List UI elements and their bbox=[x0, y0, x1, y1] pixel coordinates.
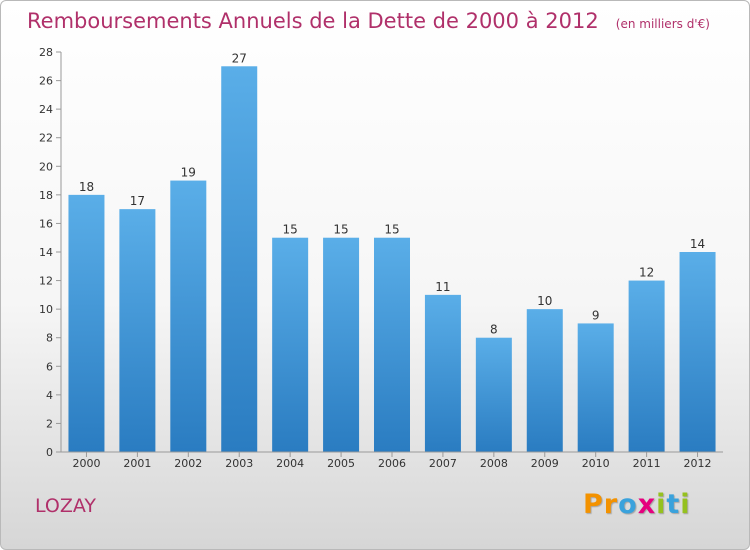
logo-letter: t bbox=[666, 489, 681, 520]
logo-letter: o bbox=[618, 489, 638, 520]
x-tick-label: 2006 bbox=[378, 457, 406, 470]
logo-letter: P bbox=[583, 489, 604, 520]
logo-letter: i bbox=[680, 489, 691, 520]
data-label-2004: 15 bbox=[283, 223, 298, 237]
bar-2009 bbox=[526, 309, 563, 452]
bar-2002 bbox=[170, 180, 207, 453]
logo-letter: r bbox=[603, 489, 619, 520]
y-tick-label: 14 bbox=[39, 246, 53, 259]
y-tick-label: 2 bbox=[46, 417, 53, 430]
bar-2003 bbox=[221, 66, 258, 453]
x-tick-label: 2004 bbox=[276, 457, 304, 470]
y-tick-label: 20 bbox=[39, 160, 53, 173]
bar-2004 bbox=[272, 237, 309, 452]
x-tick-label: 2002 bbox=[174, 457, 202, 470]
data-label-2000: 18 bbox=[79, 180, 94, 194]
x-tick-label: 2009 bbox=[531, 457, 559, 470]
x-tick-label: 2008 bbox=[480, 457, 508, 470]
data-label-2006: 15 bbox=[384, 223, 399, 237]
chart-title-main: Remboursements Annuels de la Dette de 20… bbox=[27, 9, 599, 33]
bar-2006 bbox=[374, 237, 410, 452]
data-label-2003: 27 bbox=[232, 51, 247, 65]
x-tick-label: 2001 bbox=[123, 457, 151, 470]
logo-letter: x bbox=[637, 489, 657, 520]
bar-2007 bbox=[424, 294, 461, 452]
y-tick-label: 18 bbox=[39, 189, 53, 202]
chart-title-unit: (en milliers d'€) bbox=[615, 17, 710, 31]
proxiti-logo: Proxiti bbox=[583, 489, 691, 520]
y-tick-label: 24 bbox=[39, 103, 53, 116]
data-label-2008: 8 bbox=[490, 323, 498, 337]
y-tick-label: 6 bbox=[46, 360, 53, 373]
bar-2012 bbox=[679, 252, 716, 452]
bar-2005 bbox=[323, 237, 360, 452]
commune-name: LOZAY bbox=[35, 495, 97, 517]
data-label-2001: 17 bbox=[130, 194, 145, 208]
y-tick-label: 10 bbox=[39, 303, 53, 316]
y-tick-label: 8 bbox=[46, 332, 53, 345]
data-label-2005: 15 bbox=[333, 223, 348, 237]
y-tick-label: 28 bbox=[39, 46, 53, 59]
data-label-2002: 19 bbox=[181, 166, 196, 180]
data-label-2011: 12 bbox=[639, 266, 654, 280]
y-tick-label: 12 bbox=[39, 275, 53, 288]
x-tick-label: 2012 bbox=[684, 457, 712, 470]
y-tick-label: 16 bbox=[39, 217, 53, 230]
y-tick-label: 4 bbox=[46, 389, 53, 402]
data-label-2012: 14 bbox=[690, 237, 705, 251]
bar-2010 bbox=[577, 323, 614, 452]
bar-2001 bbox=[119, 209, 156, 452]
x-tick-label: 2007 bbox=[429, 457, 457, 470]
y-tick-label: 22 bbox=[39, 132, 53, 145]
y-tick-label: 0 bbox=[46, 446, 53, 459]
bar-2000 bbox=[68, 194, 105, 452]
data-label-2009: 10 bbox=[537, 294, 552, 308]
bar-2011 bbox=[628, 280, 665, 452]
y-tick-label: 26 bbox=[39, 75, 53, 88]
x-tick-label: 2010 bbox=[582, 457, 610, 470]
chart-title: Remboursements Annuels de la Dette de 20… bbox=[27, 9, 710, 33]
data-label-2010: 9 bbox=[592, 308, 600, 322]
x-tick-label: 2005 bbox=[327, 457, 355, 470]
x-tick-label: 2011 bbox=[633, 457, 661, 470]
data-label-2007: 11 bbox=[435, 280, 450, 294]
x-tick-label: 2000 bbox=[72, 457, 100, 470]
bar-2008 bbox=[475, 337, 512, 452]
logo-letter: i bbox=[656, 489, 667, 520]
x-tick-label: 2003 bbox=[225, 457, 253, 470]
